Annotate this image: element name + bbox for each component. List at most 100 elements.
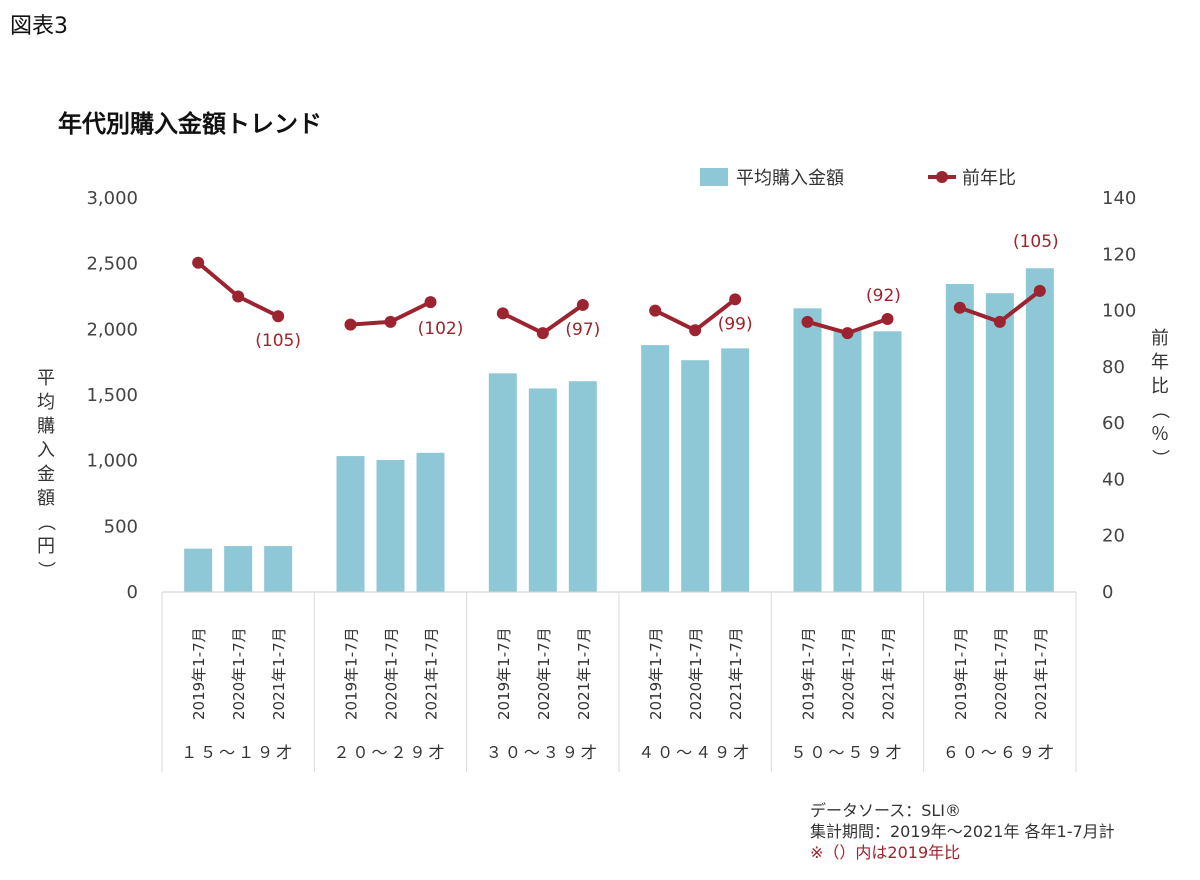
yoy-point bbox=[424, 296, 437, 309]
bar bbox=[985, 293, 1014, 592]
yoy-point bbox=[801, 315, 814, 328]
x-tick-label: 2019年1-7月 bbox=[800, 627, 818, 720]
x-tick-label: 2021年1-7月 bbox=[575, 627, 593, 720]
yoy-point bbox=[576, 298, 589, 311]
yoy-point bbox=[344, 318, 357, 331]
y2-axis-title: 前年比 （ ％ ） bbox=[1149, 328, 1170, 467]
bar bbox=[681, 360, 710, 592]
yoy-point bbox=[649, 304, 662, 317]
y-axis-title-char: 円 bbox=[37, 536, 55, 557]
y2-tick-label: 60 bbox=[1102, 413, 1125, 434]
yoy-point bbox=[689, 324, 702, 337]
bar bbox=[376, 460, 405, 592]
y2-axis-title-char: 比 bbox=[1151, 376, 1169, 397]
x-tick-label: 2019年1-7月 bbox=[495, 627, 513, 720]
y2-axis-title-char: （ bbox=[1149, 401, 1170, 419]
comparison-annotation: (105) bbox=[1013, 232, 1059, 252]
y2-axis-title-char: ％ bbox=[1151, 424, 1169, 445]
y2-tick-label: 40 bbox=[1102, 469, 1125, 490]
y-tick-label: 1,500 bbox=[86, 385, 138, 406]
y2-axis-title-char: ） bbox=[1149, 449, 1170, 467]
x-tick-label: 2021年1-7月 bbox=[1032, 627, 1050, 720]
footnote-comparison: ※（）内は2019年比 bbox=[810, 843, 961, 862]
yoy-point bbox=[232, 290, 245, 303]
yoy-point bbox=[953, 301, 966, 314]
bar bbox=[873, 331, 902, 592]
yoy-point bbox=[384, 315, 397, 328]
x-tick-label: 2021年1-7月 bbox=[270, 627, 288, 720]
y2-tick-label: 80 bbox=[1102, 357, 1125, 378]
legend-line-label: 前年比 bbox=[962, 168, 1016, 189]
x-tick-label: 2021年1-7月 bbox=[727, 627, 745, 720]
footnote-source: データソース：SLI® bbox=[810, 801, 961, 820]
x-tick-label: 2019年1-7月 bbox=[952, 627, 970, 720]
y2-tick-label: 120 bbox=[1102, 244, 1136, 265]
chart-title: 年代別購入金額トレンド bbox=[58, 110, 322, 138]
group-label: ２０～２９才 bbox=[333, 743, 447, 762]
y-tick-label: 500 bbox=[104, 516, 138, 537]
bar bbox=[945, 284, 974, 592]
yoy-point bbox=[881, 313, 894, 326]
bar bbox=[224, 546, 253, 592]
y-tick-label: 2,500 bbox=[86, 254, 138, 275]
bar bbox=[1025, 268, 1054, 592]
legend-bar-swatch bbox=[700, 168, 728, 186]
bar bbox=[793, 308, 822, 592]
y-axis-title-char: （ bbox=[35, 513, 56, 531]
x-tick-label: 2020年1-7月 bbox=[840, 627, 858, 720]
x-tick-label: 2019年1-7月 bbox=[190, 627, 208, 720]
y2-axis-title-char: 年 bbox=[1151, 352, 1169, 373]
bar bbox=[528, 388, 557, 592]
y2-tick-label: 100 bbox=[1102, 301, 1136, 322]
yoy-point bbox=[536, 327, 549, 340]
y-axis-title: 平均購入金額 （ 円 ） bbox=[35, 368, 56, 579]
comparison-annotation: (99) bbox=[718, 314, 753, 334]
y-tick-label: 1,000 bbox=[86, 451, 138, 472]
x-tick-label: 2020年1-7月 bbox=[535, 627, 553, 720]
bar bbox=[488, 373, 517, 592]
bar bbox=[833, 329, 862, 592]
yoy-point bbox=[272, 310, 285, 323]
x-tick-label: 2020年1-7月 bbox=[230, 627, 248, 720]
yoy-point bbox=[841, 327, 854, 340]
comparison-annotation: (105) bbox=[255, 331, 301, 351]
footnote-period: 集計期間：2019年～2021年 各年1-7月計 bbox=[810, 822, 1115, 841]
y-axis-title-char: ） bbox=[35, 561, 56, 579]
y2-tick-label: 0 bbox=[1102, 582, 1113, 603]
yoy-point bbox=[496, 307, 509, 320]
y-tick-label: 2,000 bbox=[86, 319, 138, 340]
yoy-point bbox=[993, 315, 1006, 328]
comparison-annotation: (97) bbox=[565, 320, 600, 340]
bar bbox=[416, 452, 445, 592]
y2-axis-title-char: 前 bbox=[1151, 328, 1169, 349]
group-label: １５～１９才 bbox=[181, 743, 295, 762]
x-tick-label: 2020年1-7月 bbox=[383, 627, 401, 720]
bar bbox=[641, 345, 670, 592]
bar bbox=[264, 546, 293, 592]
y-axis-title-char: 額 bbox=[37, 488, 55, 509]
group-label: ３０～３９才 bbox=[486, 743, 600, 762]
y2-tick-label: 140 bbox=[1102, 188, 1136, 209]
y-axis-title-char: 金 bbox=[37, 464, 55, 485]
yoy-point bbox=[729, 293, 742, 306]
y-tick-label: 0 bbox=[127, 582, 138, 603]
bar bbox=[568, 381, 597, 592]
bar bbox=[336, 456, 365, 592]
legend-line-marker bbox=[936, 171, 948, 183]
group-label: ４０～４９才 bbox=[638, 743, 752, 762]
bar bbox=[184, 548, 213, 592]
y-axis-title-char: 均 bbox=[37, 392, 55, 413]
group-label: ５０～５９才 bbox=[790, 743, 904, 762]
group-label: ６０～６９才 bbox=[943, 743, 1057, 762]
x-tick-label: 2021年1-7月 bbox=[880, 627, 898, 720]
y2-tick-label: 20 bbox=[1102, 526, 1125, 547]
y-axis-title-char: 購 bbox=[37, 416, 55, 437]
figure-label: 図表3 bbox=[10, 14, 68, 39]
x-tick-label: 2019年1-7月 bbox=[647, 627, 665, 720]
comparison-annotation: (92) bbox=[866, 286, 901, 306]
x-tick-label: 2020年1-7月 bbox=[687, 627, 705, 720]
x-tick-label: 2019年1-7月 bbox=[343, 627, 361, 720]
bar bbox=[721, 348, 750, 592]
y-axis-title-char: 入 bbox=[37, 440, 55, 461]
x-tick-label: 2020年1-7月 bbox=[992, 627, 1010, 720]
